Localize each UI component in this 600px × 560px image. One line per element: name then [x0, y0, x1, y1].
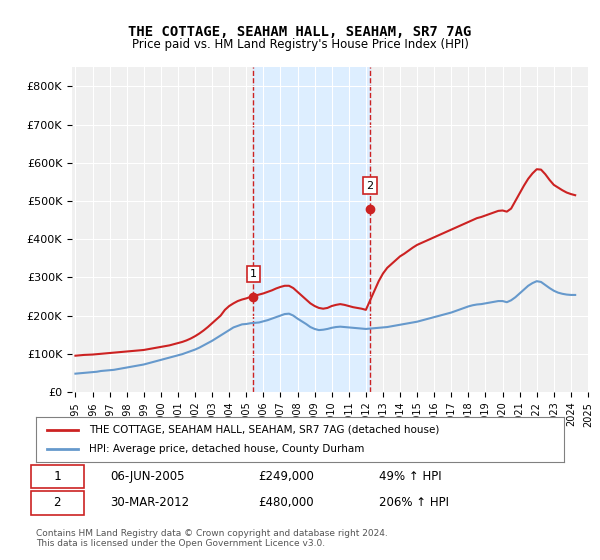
Text: 2: 2 [53, 496, 61, 510]
Text: 2: 2 [367, 181, 374, 190]
FancyBboxPatch shape [31, 491, 83, 515]
Text: 1: 1 [53, 470, 61, 483]
FancyBboxPatch shape [31, 465, 83, 488]
Text: 49% ↑ HPI: 49% ↑ HPI [379, 470, 442, 483]
Text: £480,000: £480,000 [258, 496, 313, 510]
Text: THE COTTAGE, SEAHAM HALL, SEAHAM, SR7 7AG: THE COTTAGE, SEAHAM HALL, SEAHAM, SR7 7A… [128, 25, 472, 39]
Text: 06-JUN-2005: 06-JUN-2005 [110, 470, 184, 483]
Text: 1: 1 [250, 269, 257, 279]
Text: THE COTTAGE, SEAHAM HALL, SEAHAM, SR7 7AG (detached house): THE COTTAGE, SEAHAM HALL, SEAHAM, SR7 7A… [89, 424, 439, 435]
Text: Contains HM Land Registry data © Crown copyright and database right 2024.: Contains HM Land Registry data © Crown c… [36, 529, 388, 538]
Text: 206% ↑ HPI: 206% ↑ HPI [379, 496, 449, 510]
Bar [253, 67, 370, 392]
Text: This data is licensed under the Open Government Licence v3.0.: This data is licensed under the Open Gov… [36, 539, 325, 548]
Text: £249,000: £249,000 [258, 470, 314, 483]
Text: HPI: Average price, detached house, County Durham: HPI: Average price, detached house, Coun… [89, 445, 364, 455]
Text: 30-MAR-2012: 30-MAR-2012 [110, 496, 189, 510]
Text: Price paid vs. HM Land Registry's House Price Index (HPI): Price paid vs. HM Land Registry's House … [131, 38, 469, 51]
